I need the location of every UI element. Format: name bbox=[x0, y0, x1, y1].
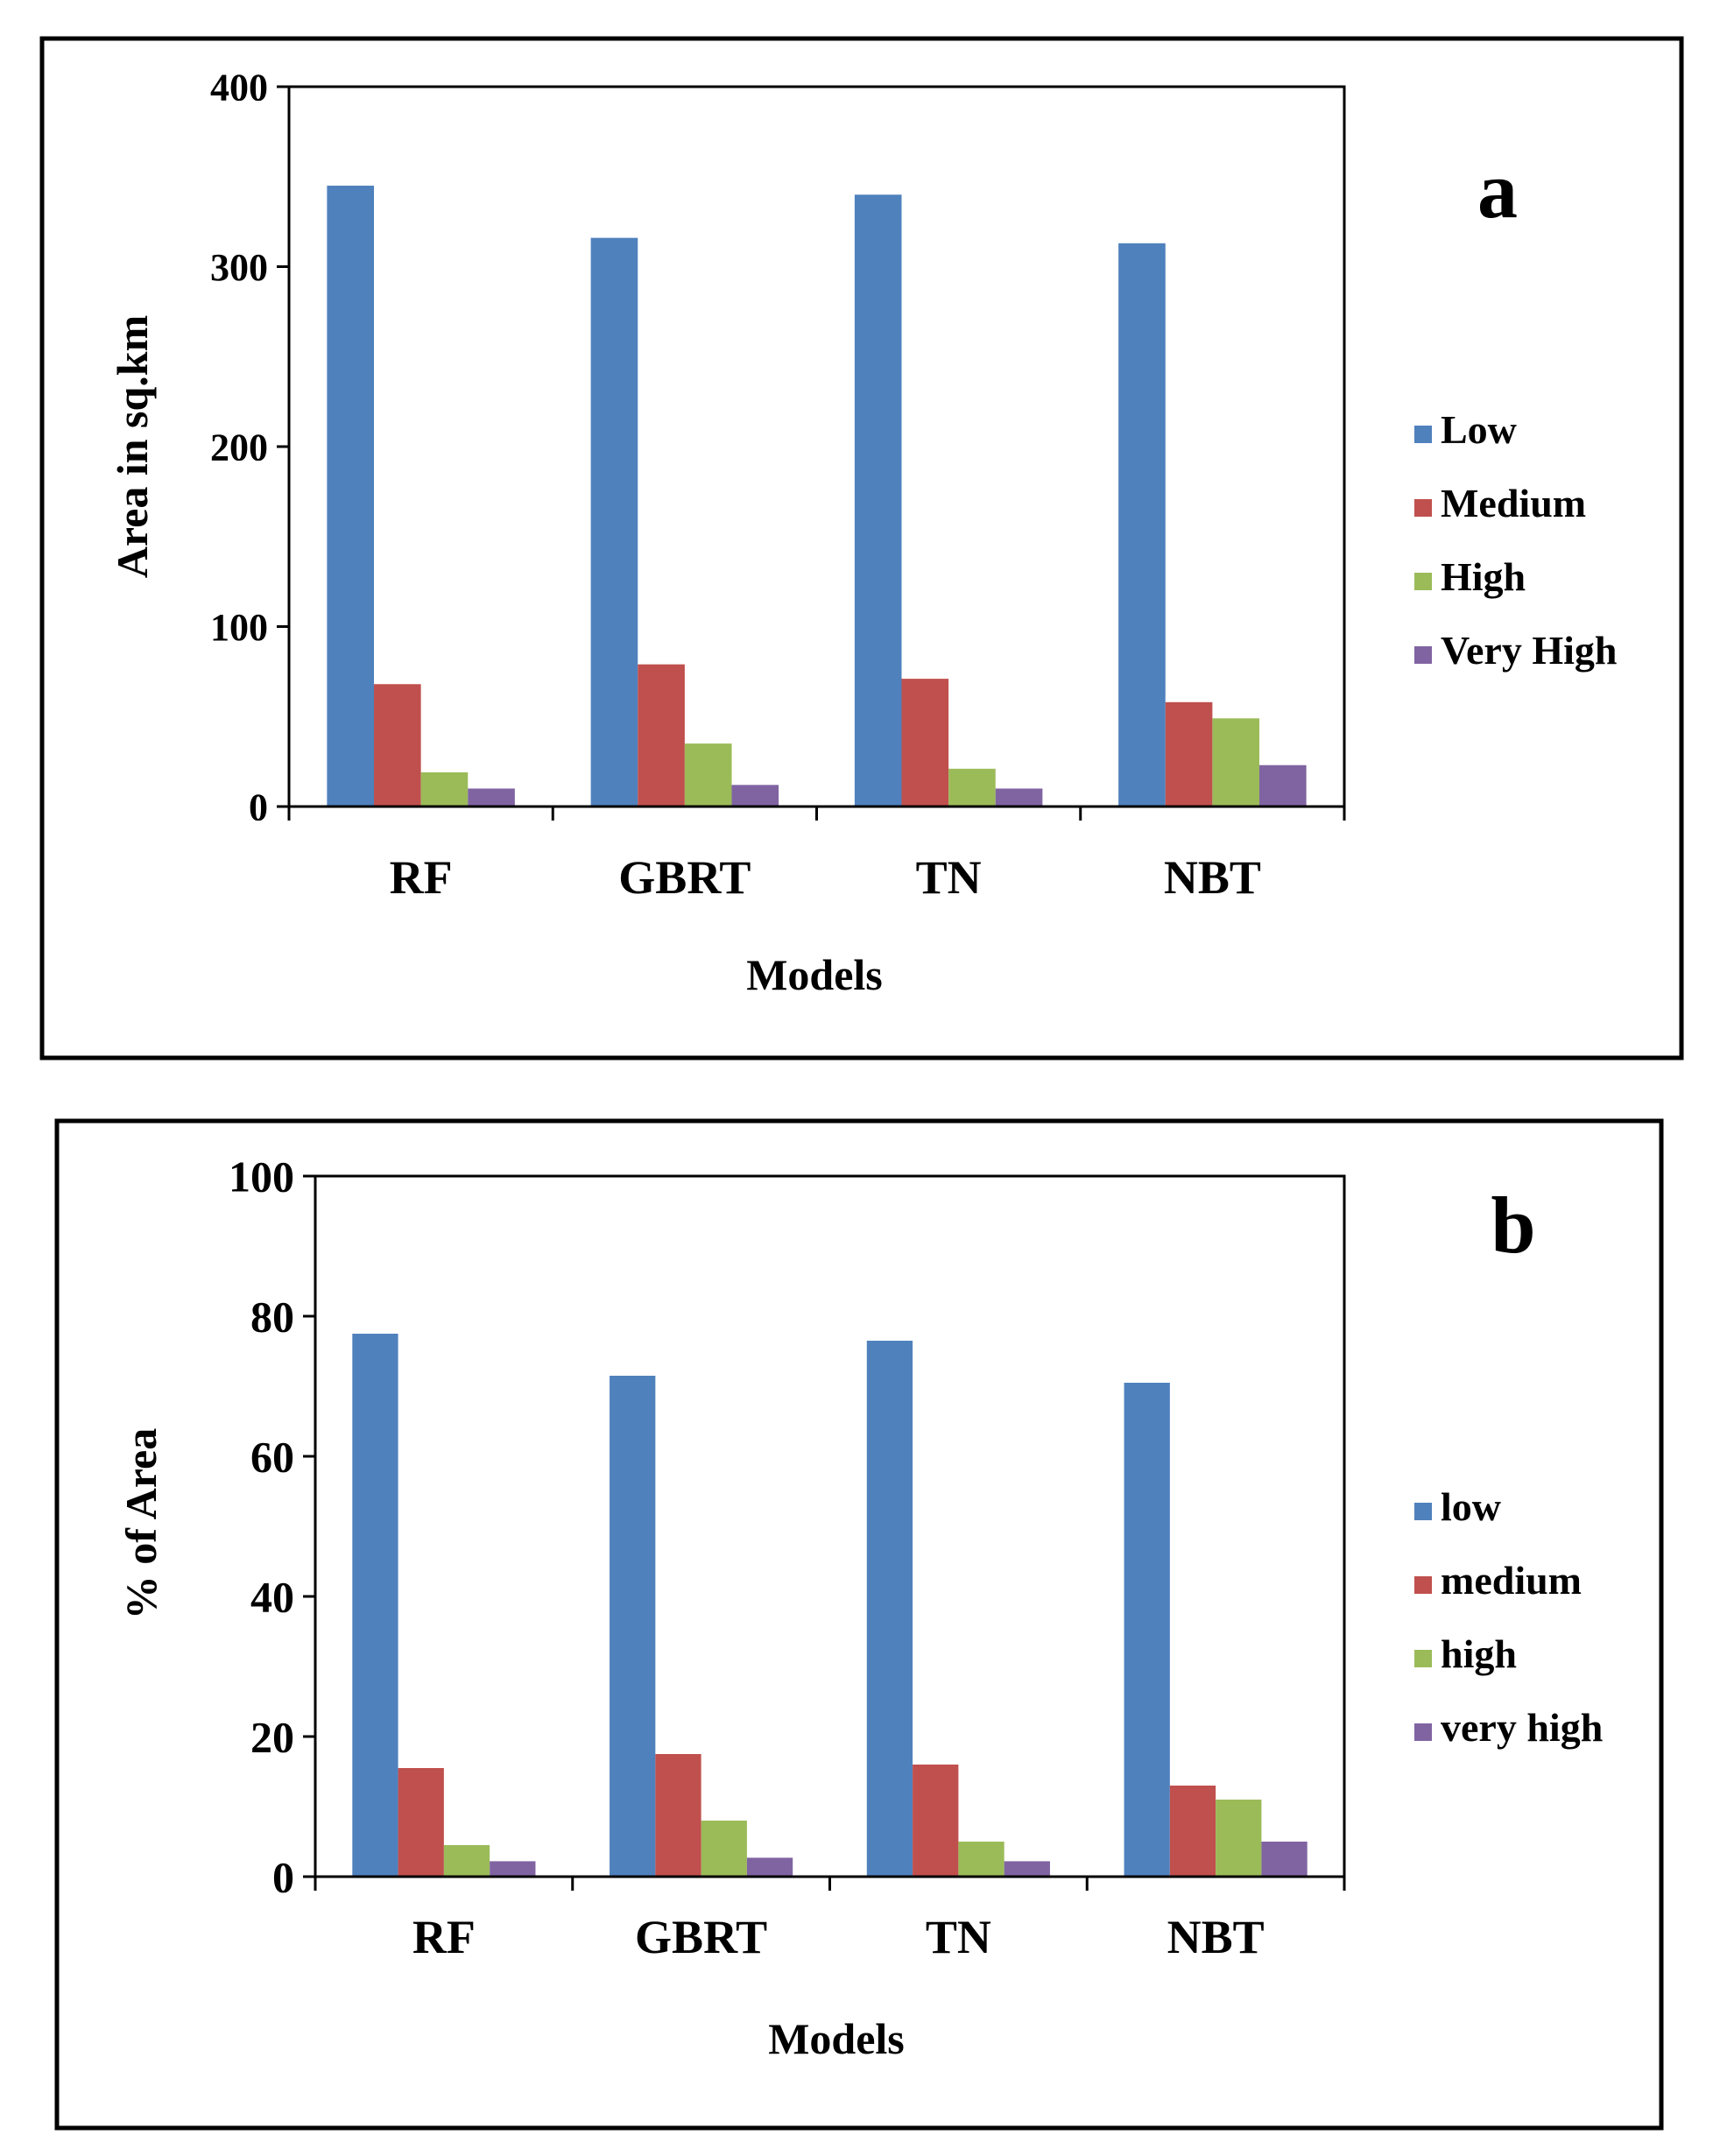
bar-b-gbrt-very-high bbox=[746, 1857, 793, 1877]
panel-label-a: a bbox=[1477, 145, 1518, 235]
bar-a-nbt-high bbox=[1212, 718, 1259, 807]
y-tick-label-b: 60 bbox=[250, 1433, 294, 1482]
y-tick-label-b: 80 bbox=[250, 1293, 294, 1342]
legend-label-b: very high bbox=[1441, 1705, 1603, 1750]
x-tick-label-a: RF bbox=[390, 851, 453, 904]
bar-b-gbrt-high bbox=[701, 1821, 747, 1877]
legend-label-a: Medium bbox=[1441, 481, 1586, 525]
bar-a-gbrt-medium bbox=[638, 664, 685, 807]
bar-b-rf-high bbox=[443, 1845, 490, 1877]
legend-swatch-a bbox=[1414, 573, 1432, 590]
bar-a-gbrt-high bbox=[684, 743, 732, 807]
bar-b-nbt-very-high bbox=[1261, 1842, 1308, 1877]
y-tick-label-a: 400 bbox=[210, 66, 268, 109]
x-tick-label-a: TN bbox=[916, 851, 982, 904]
bar-b-tn-low bbox=[866, 1341, 913, 1877]
x-tick-label-a: NBT bbox=[1164, 851, 1261, 904]
y-tick-label-a: 100 bbox=[210, 606, 268, 649]
y-tick-label-b: 40 bbox=[250, 1573, 294, 1622]
bar-a-nbt-medium bbox=[1165, 701, 1213, 807]
panel-a-frame bbox=[39, 36, 1684, 1060]
legend-swatch-b bbox=[1414, 1723, 1432, 1741]
x-tick-label-b: TN bbox=[926, 1911, 991, 1963]
legend-swatch-a bbox=[1414, 646, 1432, 664]
chart-a: a Models Area in sq.km 0 100 200 300 400 RF GB… bbox=[108, 66, 1617, 999]
bar-a-tn-low bbox=[854, 194, 902, 807]
bar-b-rf-medium bbox=[398, 1768, 444, 1877]
bar-b-gbrt-low bbox=[610, 1376, 656, 1877]
bar-b-tn-medium bbox=[913, 1765, 959, 1877]
bar-b-nbt-high bbox=[1216, 1800, 1262, 1877]
legend-swatch-b bbox=[1414, 1650, 1432, 1667]
bar-b-rf-very-high bbox=[490, 1861, 536, 1877]
bar-b-tn-high bbox=[958, 1842, 1005, 1877]
x-tick-label-b: NBT bbox=[1167, 1911, 1265, 1963]
legend-label-a: Very High bbox=[1441, 628, 1617, 673]
legend-swatch-b bbox=[1414, 1576, 1432, 1594]
bar-b-nbt-medium bbox=[1169, 1786, 1216, 1877]
bar-b-tn-very-high bbox=[1004, 1861, 1050, 1877]
legend-swatch-b bbox=[1414, 1503, 1432, 1520]
bar-b-gbrt-medium bbox=[655, 1754, 701, 1877]
panel-b-frame bbox=[54, 1118, 1664, 2131]
x-axis-label-b: Models bbox=[768, 2014, 905, 2063]
y-tick-label-a: 200 bbox=[210, 426, 268, 469]
y-axis-label-b: % of Area bbox=[116, 1428, 166, 1619]
x-tick-label-b: GBRT bbox=[635, 1911, 767, 1963]
bar-a-tn-very-high bbox=[995, 788, 1043, 807]
panel-label-b: b bbox=[1491, 1180, 1535, 1270]
legend-swatch-a bbox=[1414, 426, 1432, 443]
x-axis-label-a: Models bbox=[746, 950, 883, 999]
plot-area-b bbox=[314, 1174, 1346, 1878]
bar-b-rf-low bbox=[352, 1334, 398, 1877]
y-tick-label-a: 0 bbox=[249, 786, 268, 828]
bar-a-gbrt-low bbox=[590, 237, 638, 807]
bar-b-nbt-low bbox=[1124, 1383, 1170, 1877]
bar-a-nbt-low bbox=[1118, 243, 1166, 807]
bar-a-gbrt-very-high bbox=[731, 785, 779, 807]
bar-a-rf-high bbox=[420, 772, 469, 807]
bar-a-tn-medium bbox=[901, 679, 949, 807]
legend-label-b: high bbox=[1441, 1631, 1517, 1676]
legend-label-a: High bbox=[1441, 554, 1526, 599]
legend-swatch-a bbox=[1414, 499, 1432, 517]
bar-a-tn-high bbox=[948, 768, 996, 807]
legend-label-b: low bbox=[1441, 1484, 1501, 1529]
legend-label-b: medium bbox=[1441, 1558, 1582, 1603]
x-tick-label-a: GBRT bbox=[618, 851, 751, 904]
y-tick-label-b: 0 bbox=[272, 1853, 294, 1902]
plot-area-a bbox=[287, 85, 1346, 808]
y-axis-label-a: Area in sq.km bbox=[108, 315, 157, 579]
bar-a-rf-low bbox=[327, 186, 375, 807]
y-tick-label-b: 100 bbox=[229, 1152, 294, 1201]
legend-label-a: Low bbox=[1441, 407, 1517, 452]
bar-a-rf-medium bbox=[374, 684, 421, 807]
chart-b: b Models % of Area 0 20 40 60 80 100 RF GBRT TN N… bbox=[116, 1152, 1603, 2064]
y-tick-label-a: 300 bbox=[210, 246, 268, 289]
y-tick-label-b: 20 bbox=[250, 1713, 294, 1762]
x-tick-label-b: RF bbox=[412, 1911, 476, 1963]
bar-a-rf-very-high bbox=[468, 788, 515, 807]
bar-a-nbt-very-high bbox=[1258, 764, 1307, 807]
